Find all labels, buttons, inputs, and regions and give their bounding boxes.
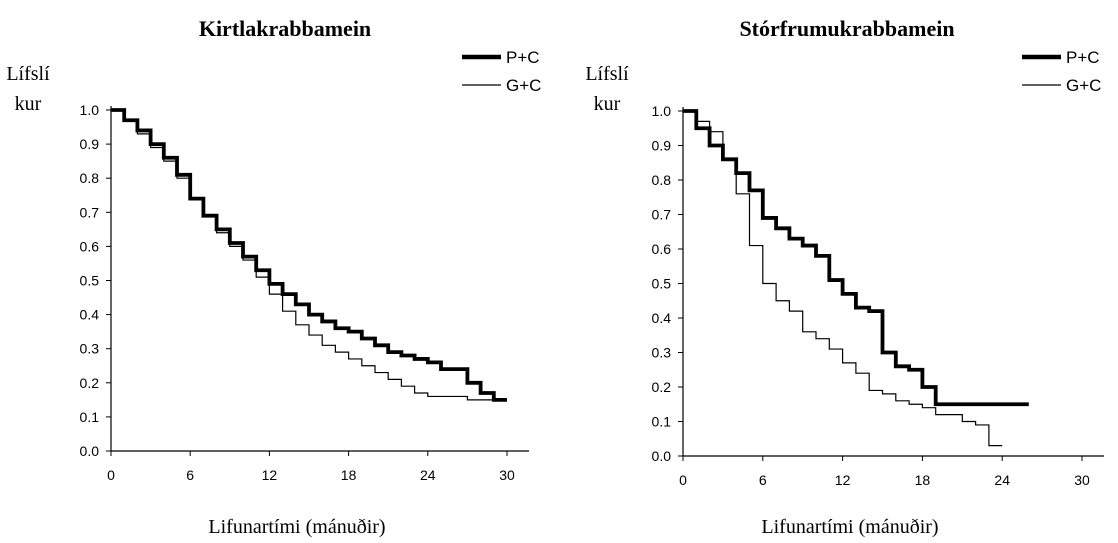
y-tick-label: 0.7 xyxy=(80,204,100,220)
chart-storfrumukrabbamein: Stórfrumukrabbamein Lífslí kur Lifunartí… xyxy=(585,16,1104,538)
axes: 0.0 0.1 0.2 0.3 0.4 0.5 0.6 0.7 0.8 0.9 1.0 0 6 12 18 2… xyxy=(652,103,1104,488)
legend: P+C G+C xyxy=(462,48,541,95)
x-tick-label: 30 xyxy=(1074,472,1090,488)
chart-title: Kirtlakrabbamein xyxy=(199,16,371,41)
x-tick-label: 0 xyxy=(679,472,687,488)
x-tick-label: 0 xyxy=(107,467,115,483)
x-tick-label: 6 xyxy=(759,472,767,488)
y-tick-label: 0.3 xyxy=(652,345,672,361)
y-tick-label: 0.4 xyxy=(652,310,672,326)
series-line-p-c xyxy=(683,109,1029,407)
x-tick-label: 6 xyxy=(186,467,194,483)
x-axis-label: Lifunartími (mánuðir) xyxy=(208,516,385,538)
y-tick-label: 0.8 xyxy=(652,172,672,188)
legend-label-g-c: G+C xyxy=(506,76,541,95)
y-tick-label: 0.2 xyxy=(80,375,100,391)
series-line-g-c xyxy=(683,110,1003,447)
y-tick-label: 0.5 xyxy=(80,273,100,289)
x-tick-label: 12 xyxy=(262,467,278,483)
x-tick-label: 24 xyxy=(994,472,1010,488)
y-tick-label: 0.1 xyxy=(652,414,672,430)
y-tick-label: 0.2 xyxy=(652,379,672,395)
axes: 0.0 0.1 0.2 0.3 0.4 0.5 0.6 0.7 0.8 0.9 1.0 0 6 12 18 2… xyxy=(80,102,529,483)
y-tick-label: 0.3 xyxy=(80,341,100,357)
series-line-g-c xyxy=(111,109,507,401)
y-tick-label: 0.4 xyxy=(80,307,100,323)
legend-label-g-c: G+C xyxy=(1066,76,1101,95)
y-tick-label: 0.0 xyxy=(652,448,672,464)
chart-kirtlakrabbamein: Kirtlakrabbamein Lífslí kur Lifunartími … xyxy=(6,16,541,538)
chart-title: Stórfrumukrabbamein xyxy=(739,16,954,41)
x-tick-label: 18 xyxy=(341,467,357,483)
y-tick-label: 0.6 xyxy=(80,238,100,254)
y-axis-label-line-2: kur xyxy=(594,93,621,115)
legend: P+C G+C xyxy=(1022,48,1101,95)
x-tick-label: 12 xyxy=(835,472,851,488)
y-tick-label: 0.0 xyxy=(80,443,100,459)
y-tick-label: 1.0 xyxy=(80,102,100,118)
plot-lines xyxy=(683,109,1029,447)
y-axis-label-line-1: Lífslí xyxy=(585,63,629,85)
x-tick-label: 24 xyxy=(420,467,436,483)
x-axis-label: Lifunartími (mánuðir) xyxy=(761,516,938,538)
y-tick-label: 0.8 xyxy=(80,170,100,186)
y-tick-label: 0.1 xyxy=(80,409,100,425)
y-tick-label: 0.9 xyxy=(80,136,100,152)
x-tick-label: 30 xyxy=(499,467,515,483)
y-tick-label: 1.0 xyxy=(652,103,672,119)
x-tick-label: 18 xyxy=(915,472,931,488)
plot-lines xyxy=(111,108,507,402)
y-axis-label-line-2: kur xyxy=(15,93,42,115)
legend-label-p-c: P+C xyxy=(1066,48,1100,67)
y-axis-label-line-1: Lífslí xyxy=(6,63,50,85)
y-tick-label: 0.7 xyxy=(652,207,672,223)
series-line-p-c xyxy=(111,108,507,402)
y-tick-label: 0.9 xyxy=(652,138,672,154)
y-tick-label: 0.6 xyxy=(652,241,672,257)
legend-label-p-c: P+C xyxy=(506,48,540,67)
y-tick-label: 0.5 xyxy=(652,276,672,292)
